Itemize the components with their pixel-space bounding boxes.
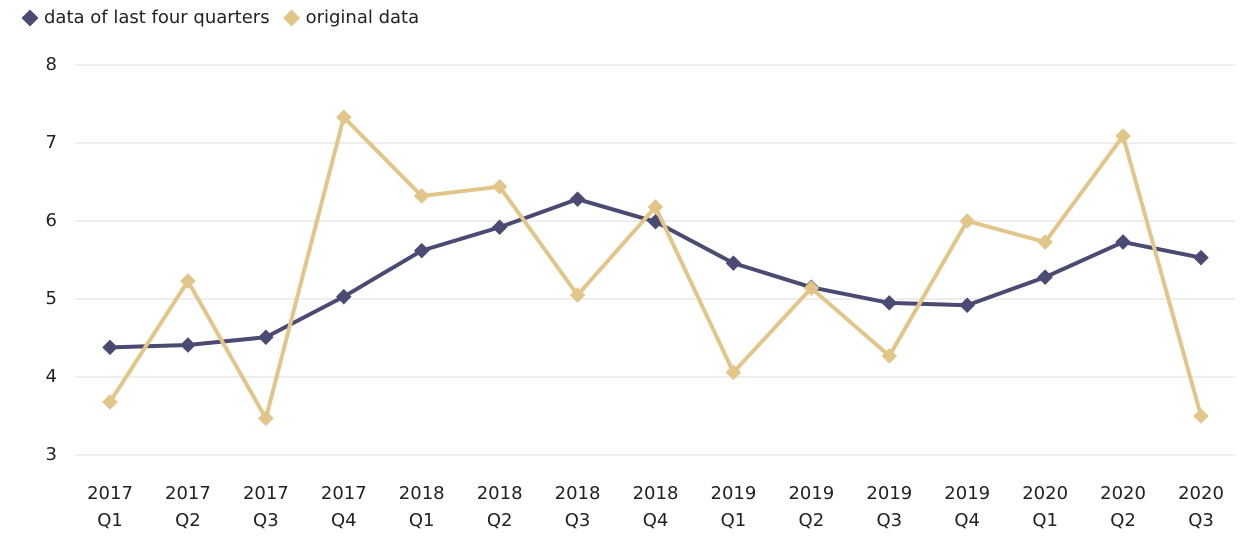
data-point [725,255,742,271]
x-tick-label: 2019 Q2 [788,483,835,531]
data-point [180,337,196,353]
data-point [569,191,586,207]
data-point [647,199,664,215]
x-tick-label: 2019 Q4 [944,483,991,531]
data-point [413,188,430,204]
x-tick-label: 2020 Q3 [1178,483,1224,531]
data-point [881,295,898,311]
x-tick-label: 2018 Q3 [554,483,601,531]
x-tick-label: 2019 Q3 [866,483,913,531]
x-tick-label: 2019 Q1 [710,483,757,531]
x-tick-label: 2018 Q2 [476,483,523,531]
y-tick-label: 7 [46,132,57,153]
data-point [1193,408,1209,424]
data-point [102,339,118,356]
data-point [959,297,975,314]
x-tick-label: 2018 Q1 [398,483,445,531]
data-point [1037,269,1053,285]
data-point [491,219,508,236]
data-point [180,273,196,289]
data-point [1193,249,1209,266]
data-point [1115,234,1131,250]
legend-label: data of last four quarters [44,7,270,28]
y-tick-label: 5 [46,288,57,309]
y-tick-label: 4 [46,366,57,387]
data-point [959,213,975,229]
data-point [413,242,430,259]
legend-marker [283,9,301,27]
data-point [258,410,274,427]
x-tick-label: 2018 Q4 [632,483,679,531]
x-tick-label: 2017 Q4 [320,483,367,531]
series-line [108,115,1203,421]
legend-label: original data [306,7,420,28]
data-point [258,329,274,345]
data-point [1115,128,1131,144]
x-tick-label: 2017 Q3 [242,483,289,531]
y-tick-label: 6 [46,210,57,231]
x-tick-label: 2020 Q1 [1022,483,1069,531]
x-tick-label: 2020 Q2 [1100,483,1146,531]
legend-marker [21,9,39,27]
y-tick-label: 3 [46,444,57,465]
x-tick-label: 2017 Q1 [87,483,133,531]
y-tick-label: 8 [46,54,57,75]
x-tick-label: 2017 Q2 [165,483,211,531]
data-point [491,178,508,195]
data-point [1037,234,1053,250]
